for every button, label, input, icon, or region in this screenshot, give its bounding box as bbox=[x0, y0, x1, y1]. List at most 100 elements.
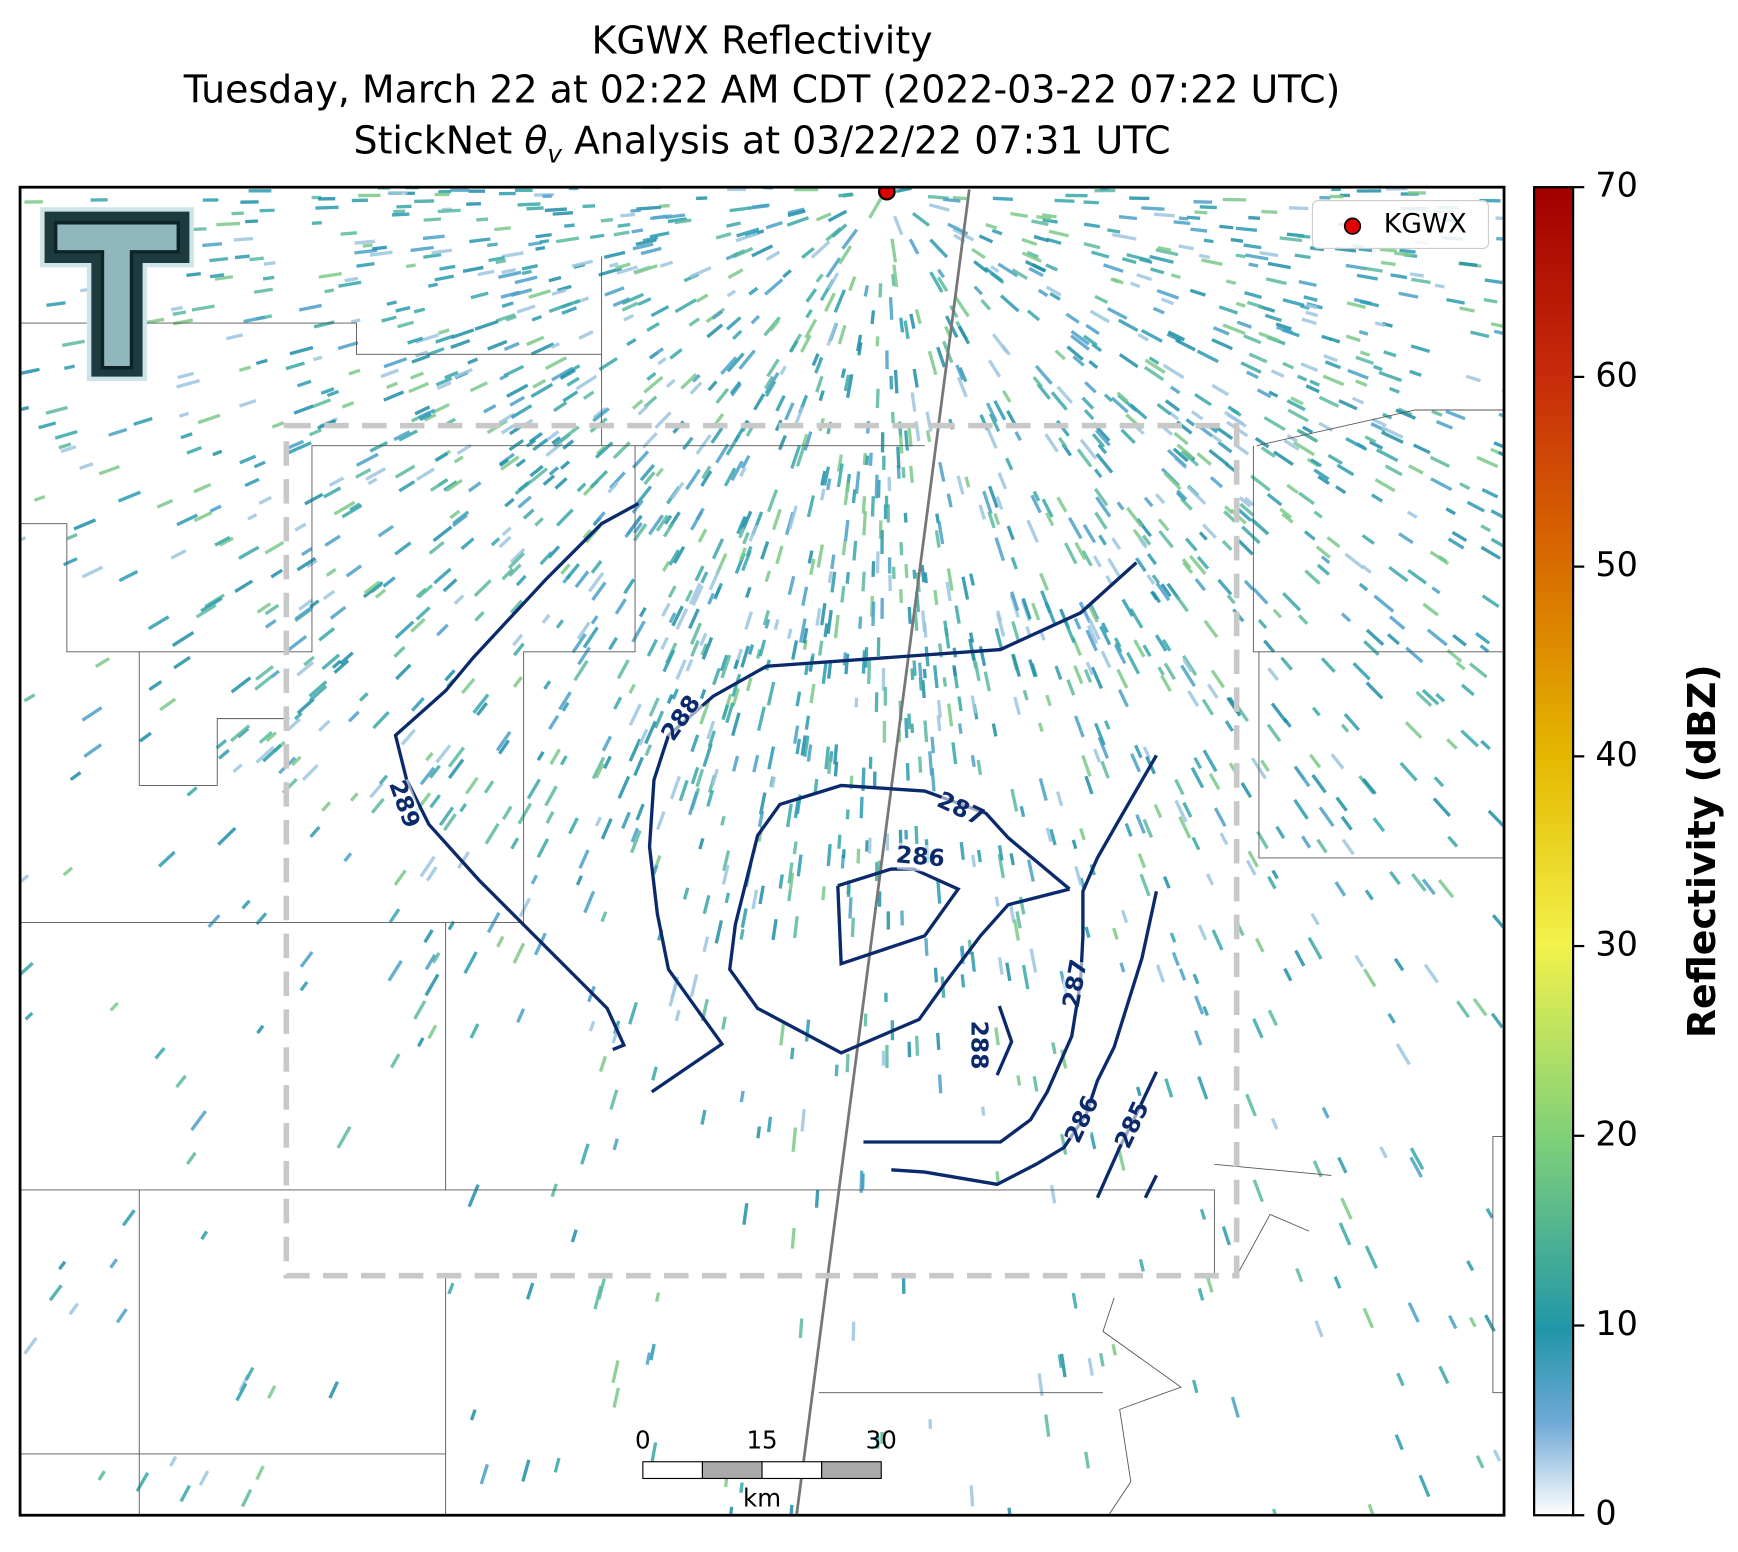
radar-echo bbox=[971, 247, 986, 260]
radar-echo bbox=[881, 1050, 886, 1066]
radar-echo bbox=[467, 357, 479, 365]
radar-echo bbox=[850, 917, 855, 938]
radar-echo bbox=[1364, 1245, 1378, 1269]
radar-echo bbox=[1054, 665, 1063, 680]
radar-echo bbox=[499, 373, 509, 381]
radar-echo bbox=[1266, 723, 1282, 743]
radar-echo bbox=[1103, 393, 1113, 403]
radar-echo bbox=[1150, 267, 1165, 275]
radar-echo bbox=[1335, 485, 1347, 495]
radar-echo bbox=[1421, 878, 1436, 896]
radar-echo bbox=[1025, 625, 1032, 637]
radar-echo bbox=[1498, 412, 1505, 421]
radar-echo bbox=[424, 973, 440, 997]
radar-echo bbox=[1226, 594, 1236, 605]
radar-echo bbox=[46, 301, 66, 307]
radar-echo bbox=[1082, 334, 1098, 347]
radar-echo bbox=[419, 766, 436, 786]
radar-echoes bbox=[20, 187, 1505, 1516]
radar-echo bbox=[1470, 330, 1490, 339]
radar-echo bbox=[439, 264, 456, 271]
radar-echo bbox=[1340, 815, 1353, 831]
radar-echo bbox=[501, 805, 513, 821]
radar-echo bbox=[994, 896, 1000, 907]
radar-echo bbox=[356, 261, 375, 268]
radar-echo bbox=[868, 756, 873, 769]
radar-echo bbox=[1245, 253, 1269, 261]
radar-echo bbox=[1007, 1507, 1013, 1516]
radar-echo bbox=[1435, 419, 1454, 430]
radar-echo bbox=[1084, 775, 1094, 795]
radar-echo bbox=[293, 404, 314, 415]
radar-echo bbox=[1492, 1449, 1502, 1462]
radar-echo bbox=[802, 639, 808, 650]
radar-echo bbox=[1431, 409, 1443, 417]
radar-echo bbox=[630, 827, 640, 843]
radar-echo bbox=[331, 659, 342, 669]
radar-echo bbox=[707, 380, 718, 392]
radar-echo bbox=[753, 393, 766, 411]
radar-echo bbox=[1412, 443, 1431, 455]
radar-echo bbox=[1103, 720, 1111, 730]
radar-echo bbox=[288, 441, 312, 455]
radar-echo bbox=[317, 719, 331, 732]
radar-echo bbox=[843, 482, 850, 506]
radar-echo bbox=[978, 234, 994, 244]
radar-echo bbox=[790, 1047, 795, 1060]
radar-echo bbox=[1304, 569, 1321, 585]
radar-echo bbox=[1491, 914, 1505, 929]
radar-echo bbox=[411, 354, 431, 364]
radar-echo bbox=[976, 759, 983, 776]
radar-echo bbox=[1320, 555, 1331, 565]
radar-echo bbox=[1243, 334, 1262, 345]
radar-echo bbox=[1374, 321, 1386, 328]
radar-echo bbox=[469, 1023, 480, 1039]
contour-label-bg bbox=[1061, 1093, 1105, 1146]
radar-echo bbox=[1429, 550, 1450, 566]
radar-echo bbox=[764, 618, 771, 629]
radar-echo bbox=[907, 424, 913, 447]
radar-echo bbox=[1352, 662, 1371, 681]
radar-echo bbox=[498, 270, 522, 280]
radar-echo bbox=[1447, 537, 1465, 550]
highway bbox=[795, 189, 971, 1516]
radar-echo bbox=[1006, 410, 1018, 427]
radar-echo bbox=[1480, 524, 1492, 533]
radar-echo bbox=[501, 526, 512, 537]
radar-echo bbox=[1212, 326, 1230, 336]
radar-echo bbox=[1250, 517, 1270, 536]
radar-echo bbox=[656, 810, 666, 831]
radar-echo bbox=[632, 242, 654, 251]
radar-echo bbox=[135, 1472, 150, 1492]
radar-echo bbox=[121, 1209, 136, 1227]
radar-echo bbox=[1073, 665, 1084, 685]
radar-echo bbox=[453, 367, 473, 379]
radar-echo bbox=[470, 291, 489, 300]
radar-echo bbox=[880, 530, 884, 555]
radar-echo bbox=[514, 188, 533, 192]
radar-echo bbox=[255, 912, 268, 926]
radar-echo bbox=[1049, 1184, 1057, 1204]
radar-echo bbox=[655, 467, 664, 478]
radar-echo bbox=[707, 592, 715, 605]
radar-echo bbox=[1305, 303, 1318, 310]
radar-echo bbox=[369, 250, 393, 257]
radar-echo bbox=[898, 829, 903, 847]
radar-echo bbox=[1091, 433, 1106, 448]
radar-echo bbox=[1066, 345, 1084, 361]
radar-echo bbox=[1341, 838, 1355, 856]
radar-echo bbox=[970, 695, 977, 714]
radar-echo bbox=[833, 289, 846, 313]
radar-echo bbox=[720, 815, 726, 826]
radar-echo bbox=[905, 763, 910, 781]
radar-echo bbox=[675, 608, 689, 630]
radar-echo bbox=[1271, 1508, 1280, 1516]
radar-echo bbox=[1241, 525, 1261, 545]
radar-echo bbox=[1084, 1451, 1090, 1469]
radar-echo bbox=[611, 1360, 620, 1384]
radar-echo bbox=[457, 851, 470, 869]
radar-echo bbox=[831, 223, 848, 238]
radar-echo bbox=[247, 513, 258, 521]
radar-echo bbox=[1355, 355, 1375, 365]
radar-echo bbox=[1466, 1260, 1475, 1272]
